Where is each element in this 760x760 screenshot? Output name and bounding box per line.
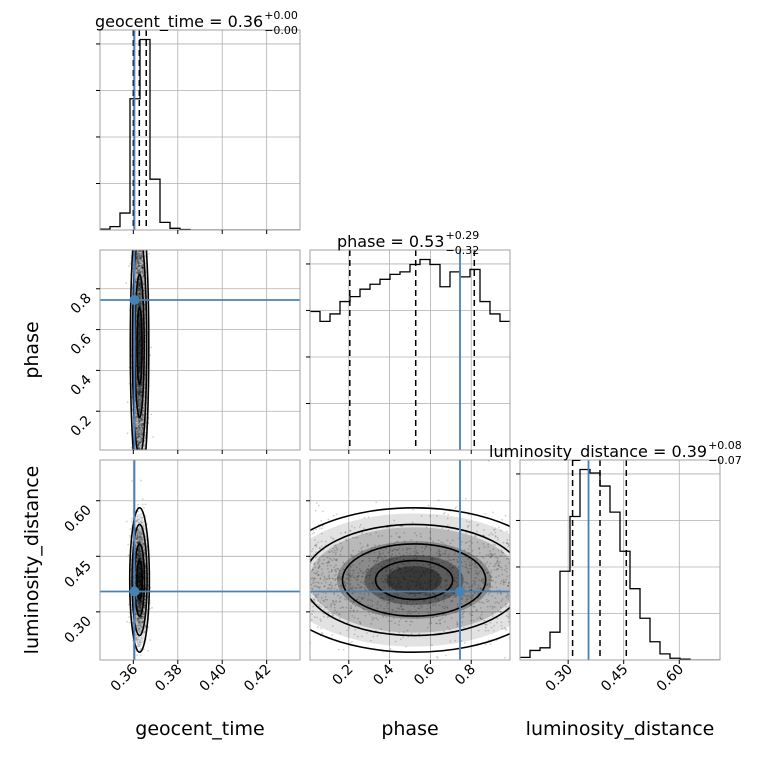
x-tick-label: 0.45 (598, 662, 631, 695)
panel-frame (99, 29, 301, 231)
title-main: geocent_time = 0.36 (95, 12, 263, 32)
x-tick-label: 0.36 (108, 661, 141, 694)
y-tick-label: 0.45 (61, 558, 94, 591)
density-panel-phase-luminosity_distance (310, 460, 510, 660)
y-tick-label: 0.60 (61, 502, 94, 535)
histogram-step-phase (310, 258, 510, 323)
x-axis-label-luminosity_distance: luminosity_distance (526, 718, 715, 740)
x-tick-label: 0.30 (543, 662, 576, 695)
panel-frame (99, 459, 301, 661)
panel-title-geocent_time: geocent_time = 0.36 +0.00 −0.00 (95, 9, 298, 37)
truth-marker (129, 295, 140, 305)
x-axis-label-phase: phase (381, 718, 438, 740)
y-tick-label: 0.4 (68, 372, 95, 399)
x-tick-label: 0.38 (152, 662, 185, 695)
y-tick-label: 0.2 (68, 413, 95, 440)
x-tick-label: 0.60 (654, 662, 687, 695)
contour-level-0 (310, 506, 510, 654)
hist-panel-geocent_time (100, 30, 300, 230)
x-tick-label: 0.6 (411, 661, 438, 688)
x-tick-label: 0.42 (241, 662, 274, 695)
title-minus: −0.32 (445, 244, 479, 257)
panel-frame (99, 249, 301, 451)
contour-level-3 (136, 559, 144, 601)
title-plus: +0.29 (445, 229, 479, 242)
x-tick-label: 0.4 (370, 661, 397, 688)
y-axis-label-phase: phase (21, 321, 43, 378)
histogram-step-luminosity_distance (520, 468, 720, 660)
truth-marker (455, 586, 465, 597)
density-panel-geocent_time-phase (100, 250, 300, 450)
panel-frame (309, 459, 511, 661)
title-minus: −0.00 (264, 24, 298, 37)
contour-level-3 (136, 306, 143, 386)
panel-frame (309, 249, 511, 451)
y-tick-label: 0.30 (61, 613, 94, 646)
y-tick-label: 0.8 (68, 290, 95, 317)
y-axis-label-luminosity_distance: luminosity_distance (21, 466, 43, 655)
contour-level-1 (131, 250, 148, 450)
x-axis-label-geocent_time: geocent_time (135, 718, 264, 740)
title-plus: +0.08 (708, 439, 742, 452)
hist-panel-phase (310, 250, 510, 450)
title-main: luminosity_distance = 0.39 (489, 442, 707, 462)
x-tick-label: 0.8 (452, 662, 479, 689)
histogram-step-geocent_time (100, 38, 300, 230)
truth-marker (129, 586, 140, 597)
panel-title-phase: phase = 0.53 +0.29 −0.32 (337, 229, 479, 257)
panel-frame (519, 459, 721, 661)
title-minus: −0.07 (708, 454, 742, 467)
title-plus: +0.00 (264, 9, 298, 22)
hist-panel-luminosity_distance (520, 460, 720, 660)
density-panel-geocent_time-luminosity_distance (100, 460, 300, 660)
x-tick-label: 0.2 (330, 662, 357, 689)
contour-level-0 (129, 250, 150, 450)
panel-title-luminosity_distance: luminosity_distance = 0.39 +0.08 −0.07 (489, 439, 742, 467)
y-tick-label: 0.6 (68, 331, 95, 358)
x-tick-label: 0.40 (197, 662, 230, 695)
title-main: phase = 0.53 (337, 232, 444, 251)
contour-level-0 (128, 506, 151, 654)
contour-level-3 (374, 559, 454, 601)
contour-level-1 (310, 523, 510, 637)
contour-level-2 (341, 543, 487, 617)
contour-level-1 (131, 523, 148, 637)
